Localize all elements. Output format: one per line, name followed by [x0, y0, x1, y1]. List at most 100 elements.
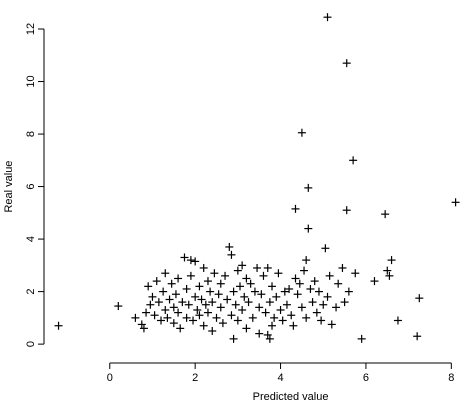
data-point [451, 198, 460, 207]
y-axis-label: Real value [3, 161, 15, 213]
data-point [255, 303, 264, 312]
data-point [238, 261, 247, 270]
data-point [306, 284, 315, 293]
data-point [195, 311, 204, 320]
x-tick-label: 6 [363, 372, 369, 384]
data-point [323, 13, 332, 22]
data-point [154, 298, 163, 307]
data-point [246, 279, 255, 288]
x-axis-ticks: 0 2 4 6 8 [107, 363, 454, 384]
data-point [235, 282, 244, 291]
data-point [178, 298, 187, 307]
data-point [171, 290, 180, 299]
data-point [385, 271, 394, 280]
data-point [276, 305, 285, 314]
data-point [304, 224, 313, 233]
data-point [210, 269, 219, 278]
y-tick-label: 8 [25, 131, 37, 137]
data-point [263, 263, 272, 272]
data-point [174, 308, 183, 317]
data-point [332, 303, 341, 312]
data-point [255, 329, 264, 338]
data-point [163, 313, 172, 322]
data-point [216, 303, 225, 312]
data-point [233, 266, 242, 275]
data-point [180, 253, 189, 262]
data-point [195, 282, 204, 291]
y-tick-label: 10 [25, 75, 37, 87]
data-point [308, 298, 317, 307]
data-point [225, 242, 234, 251]
data-point [344, 287, 353, 296]
data-point [231, 300, 240, 309]
data-point [291, 274, 300, 283]
data-point [144, 282, 153, 291]
data-point [203, 308, 212, 317]
data-point [227, 250, 236, 259]
data-point [319, 300, 328, 309]
x-tick-label: 4 [277, 372, 283, 384]
data-point [216, 279, 225, 288]
x-tick-label: 2 [192, 372, 198, 384]
data-point [201, 300, 210, 309]
data-point [229, 334, 238, 343]
data-point [146, 300, 155, 309]
data-point [321, 244, 330, 253]
data-point [186, 256, 195, 265]
data-point [268, 282, 277, 291]
data-point [238, 305, 247, 314]
data-point [370, 277, 379, 286]
data-point [157, 316, 166, 325]
data-point [357, 334, 366, 343]
data-point [310, 277, 319, 286]
data-point [342, 59, 351, 68]
data-point [221, 271, 230, 280]
data-point [142, 308, 151, 317]
data-point [351, 269, 360, 278]
data-point [302, 313, 311, 322]
data-point [182, 313, 191, 322]
data-point [233, 316, 242, 325]
data-point [413, 332, 422, 341]
data-point [176, 324, 185, 333]
data-point [253, 263, 262, 272]
data-point [193, 305, 202, 314]
data-point [349, 156, 358, 165]
data-point [261, 308, 270, 317]
data-point [54, 321, 63, 330]
data-point [325, 271, 334, 280]
data-point [270, 313, 279, 322]
y-tick-label: 0 [25, 341, 37, 347]
data-point [169, 319, 178, 328]
data-point [161, 305, 170, 314]
data-point [300, 266, 309, 275]
data-point [302, 256, 311, 265]
data-point [152, 277, 161, 286]
data-point [218, 319, 227, 328]
data-point [285, 284, 294, 293]
data-point [312, 308, 321, 317]
data-point [278, 316, 287, 325]
data-point [137, 320, 146, 329]
data-point [227, 311, 236, 320]
data-point [191, 292, 200, 301]
data-point [297, 128, 306, 137]
data-point [387, 256, 396, 265]
data-point [250, 287, 259, 296]
data-point [203, 277, 212, 286]
data-point [197, 295, 206, 304]
data-point [304, 183, 313, 192]
data-point [340, 298, 349, 307]
data-point [199, 321, 208, 330]
data-point [206, 287, 215, 296]
data-point [242, 324, 251, 333]
data-point [161, 269, 170, 278]
data-point [212, 313, 221, 322]
data-point [184, 300, 193, 309]
y-axis-ticks: 0 2 4 6 8 10 12 [25, 23, 44, 347]
data-point [259, 271, 268, 280]
data-point [293, 290, 302, 299]
data-point [297, 303, 306, 312]
data-point [186, 271, 195, 280]
